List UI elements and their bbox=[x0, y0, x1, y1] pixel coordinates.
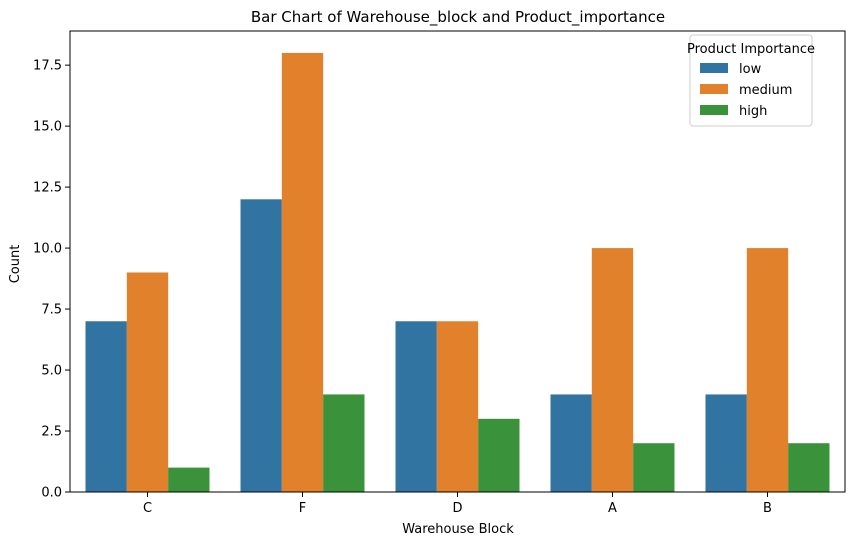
legend-title: Product Importance bbox=[687, 42, 815, 57]
bar-high-A bbox=[633, 443, 675, 492]
legend-frame bbox=[689, 34, 813, 127]
legend-swatch-medium bbox=[700, 84, 728, 94]
bar-medium-D bbox=[436, 321, 479, 492]
bar-high-F bbox=[323, 394, 365, 492]
y-tick-label: 7.5 bbox=[41, 303, 62, 318]
y-tick-label: 17.5 bbox=[33, 59, 62, 74]
bar-low-A bbox=[550, 394, 592, 492]
bar-medium-A bbox=[591, 248, 634, 492]
y-tick-label: 15.0 bbox=[33, 120, 62, 135]
chart-title: Bar Chart of Warehouse_block and Product… bbox=[251, 8, 665, 27]
x-tick-label: A bbox=[608, 501, 617, 516]
legend-swatch-low bbox=[700, 63, 728, 73]
y-tick-label: 0.0 bbox=[41, 486, 62, 501]
bar-low-F bbox=[240, 199, 282, 493]
y-tick-label: 12.5 bbox=[33, 181, 62, 196]
bar-high-C bbox=[168, 467, 210, 492]
y-tick-label: 5.0 bbox=[41, 364, 62, 379]
y-tick-label: 2.5 bbox=[41, 425, 62, 440]
legend-label-high: high bbox=[739, 104, 767, 119]
bar-medium-C bbox=[126, 272, 169, 492]
bar-high-B bbox=[788, 443, 830, 492]
x-tick-label: B bbox=[763, 501, 772, 516]
bar-medium-F bbox=[281, 52, 324, 492]
legend-label-medium: medium bbox=[739, 83, 792, 98]
bar-medium-B bbox=[746, 248, 789, 492]
bar-high-D bbox=[478, 418, 520, 492]
bar-low-D bbox=[395, 321, 437, 492]
bar-low-B bbox=[705, 394, 747, 492]
x-tick-label: F bbox=[299, 501, 306, 516]
legend-label-low: low bbox=[739, 62, 762, 77]
x-axis-label: Warehouse Block bbox=[402, 522, 514, 537]
y-axis-label: Count bbox=[8, 245, 23, 284]
bar-low-C bbox=[85, 321, 127, 492]
plot-area: C F D A B 0.0 2.5 5.0 7.5 10.0 12.5 15.0 17.5 bbox=[33, 30, 846, 516]
x-tick-label: C bbox=[143, 501, 152, 516]
x-tick-label: D bbox=[452, 501, 462, 516]
y-tick-label: 10.0 bbox=[33, 242, 62, 257]
legend: Product Importance low medium high bbox=[687, 34, 815, 127]
legend-swatch-high bbox=[700, 105, 728, 115]
